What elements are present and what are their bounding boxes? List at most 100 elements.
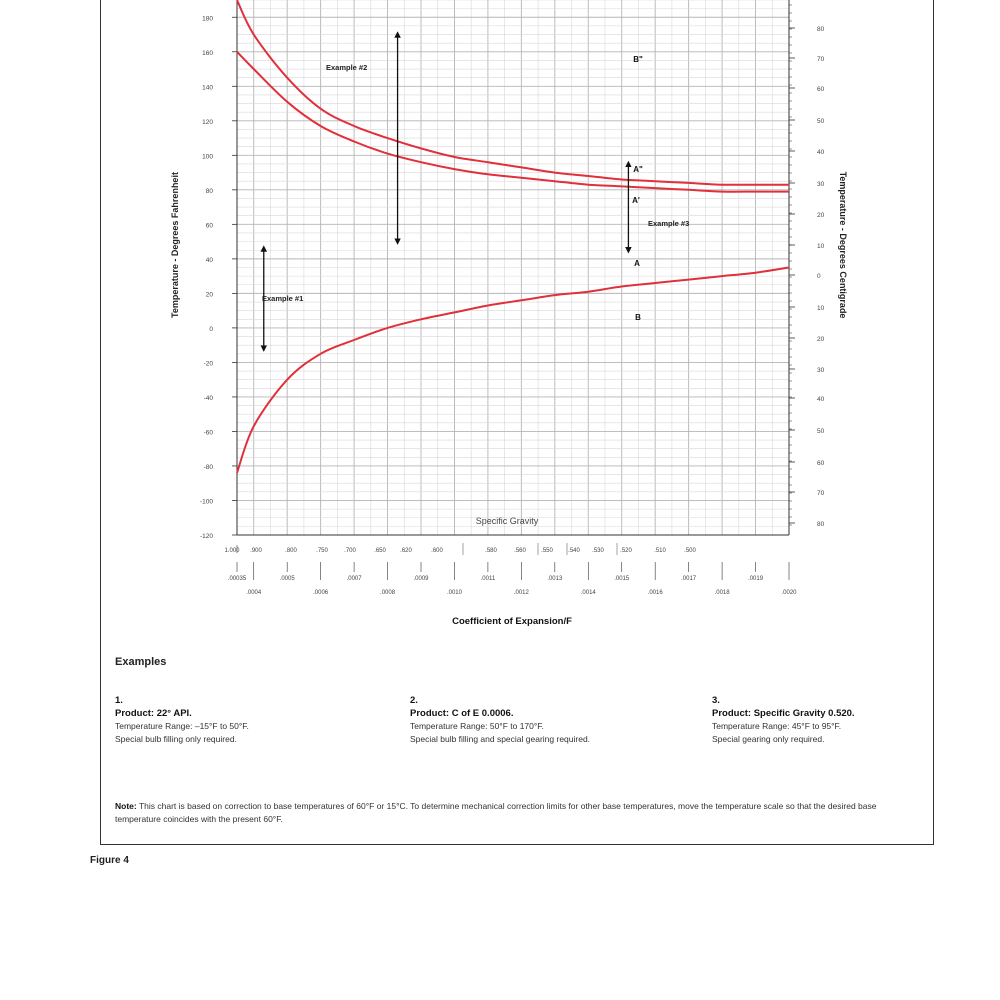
figure-label: Figure 4: [90, 855, 129, 866]
x-axis-label: Coefficient of Expansion/F: [452, 616, 572, 627]
chart: 180160140120100806040200-20-40-60-80-100…: [170, 0, 848, 627]
example-2-note: Special bulb filling and special gearing…: [410, 734, 591, 744]
example-2: 2. Product: C of E 0.0006. Temperature R…: [410, 694, 700, 746]
example-3-product: Product: Specific Gravity 0.520.: [712, 708, 855, 719]
y-tick-label-right: 10: [817, 305, 825, 312]
y-tick-label-right: 60: [817, 460, 825, 467]
example-label-2: Example #2: [326, 63, 367, 72]
sg-tick-label: .510: [654, 548, 666, 554]
y-tick-label-right: 40: [817, 396, 825, 403]
examples-title: Examples: [115, 656, 167, 668]
y-tick-label-right: 70: [817, 490, 825, 497]
y-tick-label-left: 80: [206, 188, 214, 195]
series-line-1: [236, 0, 789, 186]
y-tick-label-left: -120: [200, 533, 213, 540]
x-tick-label-upper: .0011: [481, 576, 496, 582]
y-tick-label-left: 120: [202, 119, 213, 126]
x-tick-label-lower: .0016: [648, 590, 664, 596]
sg-tick-label: .540: [568, 548, 580, 554]
chart-note: Note: This chart is based on correction …: [115, 800, 920, 826]
chart-grid: [236, 0, 790, 536]
sg-tick-label: .560: [514, 548, 526, 554]
x-tick-label-lower: .0008: [380, 590, 396, 596]
chart-series: [236, 0, 790, 474]
figure-frame: [100, 0, 934, 845]
y-tick-label-left: -80: [204, 464, 214, 471]
sg-tick-label: .800: [285, 548, 297, 554]
curve-label: B: [635, 313, 641, 322]
sg-tick-label: .500: [684, 548, 696, 554]
x-tick-label-upper: .0015: [614, 576, 630, 582]
x-tick-label-lower: .0010: [447, 590, 463, 596]
y-tick-label-left: 40: [206, 257, 214, 264]
y-tick-label-left: 20: [206, 291, 214, 298]
example-3-note: Special gearing only required.: [712, 734, 825, 744]
y-tick-label-right: 20: [817, 336, 825, 343]
sg-tick-label: .550: [541, 548, 553, 554]
sg-tick-label: .900: [250, 548, 262, 554]
x-tick-label-upper: .0005: [280, 576, 296, 582]
example-3-range: Temperature Range: 45°F to 95°F.: [712, 721, 842, 731]
example-1-product: Product: 22° API.: [115, 708, 192, 719]
sg-tick-label: .520: [620, 548, 632, 554]
y-tick-label-right: 60: [817, 86, 825, 93]
sg-tick-label: .700: [344, 548, 356, 554]
y-tick-label-right: 80: [817, 521, 825, 528]
example-1-note: Special bulb filling only required.: [115, 734, 237, 744]
y-tick-label-left: -60: [204, 429, 214, 436]
y-tick-label-right: 0: [817, 273, 821, 280]
series-line-2: [236, 51, 789, 193]
y-tick-label-right: 50: [817, 118, 825, 125]
y-tick-label-left: 60: [206, 222, 214, 229]
y-tick-label-right: 20: [817, 212, 825, 219]
example-2-range: Temperature Range: 50°F to 170°F.: [410, 721, 544, 731]
note-text: This chart is based on correction to bas…: [115, 801, 877, 824]
x-tick-label-lower: .0018: [715, 590, 731, 596]
x-tick-label-lower: .0012: [514, 590, 530, 596]
example-2-number: 2.: [410, 695, 418, 706]
y-tick-label-left: 160: [202, 50, 213, 57]
chart-annotations: Example #1 Example #2 Example #3 B" A" A' A B: [260, 31, 689, 352]
y-tick-label-left: -40: [204, 395, 214, 402]
curve-label: A': [632, 196, 640, 205]
example-label-3: Example #3: [648, 219, 689, 228]
sg-tick-label: .650: [374, 548, 386, 554]
y-tick-label-right: 30: [817, 367, 825, 374]
curve-label: A": [633, 165, 643, 174]
y-tick-label-right: 80: [817, 26, 825, 33]
y-tick-label-left: -100: [200, 498, 213, 505]
y-tick-label-right: 70: [817, 56, 825, 63]
example-1-number: 1.: [115, 695, 123, 706]
x-tick-label-lower: .0020: [781, 590, 797, 596]
y-tick-label-left: 140: [202, 84, 213, 91]
sg-tick-label: .530: [592, 548, 604, 554]
y-tick-label-right: 30: [817, 181, 825, 188]
x-tick-label-upper: .0013: [547, 576, 563, 582]
example-1-range: Temperature Range: –15°F to 50°F.: [115, 721, 249, 731]
x-tick-label-lower: .0014: [581, 590, 597, 596]
y-tick-label-left: -20: [204, 360, 214, 367]
x-tick-label-lower: .0004: [246, 590, 262, 596]
example-2-product: Product: C of E 0.0006.: [410, 708, 514, 719]
curve-label: A: [634, 259, 640, 268]
example-label-1: Example #1: [262, 294, 303, 303]
note-label: Note:: [115, 801, 137, 811]
y-axis-label-right: Temperature - Degrees Centigrade: [838, 172, 848, 319]
sg-tick-label: .580: [485, 548, 497, 554]
x-tick-label-upper: .00035: [228, 576, 247, 582]
sg-tick-label: .620: [400, 548, 412, 554]
y-tick-label-right: 40: [817, 149, 825, 156]
example-1: 1. Product: 22° API. Temperature Range: …: [115, 694, 375, 746]
specific-gravity-label: Specific Gravity: [476, 516, 539, 526]
y-tick-label-right: 50: [817, 428, 825, 435]
y-tick-label-left: 0: [209, 326, 213, 333]
x-tick-label-upper: .0007: [347, 576, 363, 582]
example-3-number: 3.: [712, 695, 720, 706]
series-line-3: [236, 266, 790, 474]
example-3: 3. Product: Specific Gravity 0.520. Temp…: [712, 694, 927, 746]
sg-tick-label: 1.000: [224, 548, 240, 554]
curve-label: B": [633, 55, 643, 64]
x-tick-label-upper: .0019: [748, 576, 764, 582]
y-tick-label-right: 10: [817, 243, 825, 250]
sg-tick-label: .600: [431, 548, 443, 554]
